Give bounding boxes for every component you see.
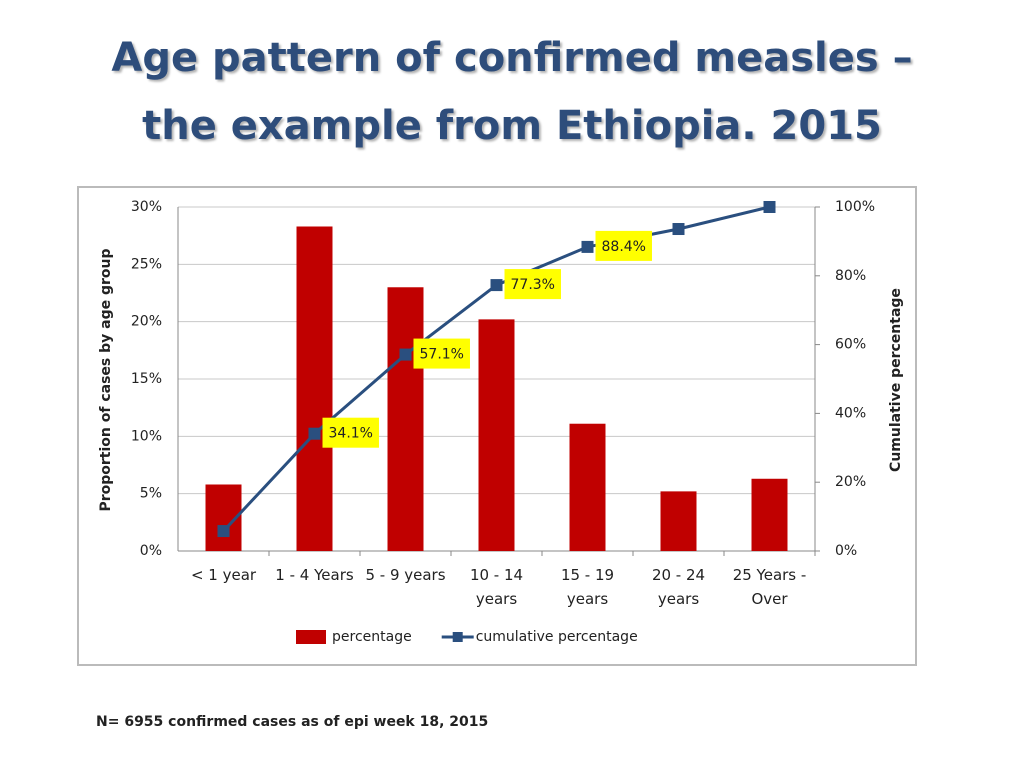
y2-tick-label: 0% bbox=[835, 543, 857, 559]
data-label: 57.1% bbox=[420, 347, 464, 363]
line-marker bbox=[763, 201, 776, 213]
line-marker bbox=[308, 427, 321, 440]
data-label-box bbox=[504, 269, 561, 300]
y-tick-label: 15% bbox=[131, 371, 162, 387]
line-marker bbox=[490, 279, 503, 292]
x-tick-label: 15 - 19 years bbox=[560, 566, 615, 608]
y2-tick-label: 80% bbox=[835, 268, 866, 284]
legend-label: percentage bbox=[332, 629, 412, 645]
x-tick-wrap: 5 - 9 years bbox=[365, 566, 446, 584]
legend-swatch bbox=[296, 630, 326, 644]
data-label-box bbox=[595, 230, 652, 261]
y2-tick-label: 100% bbox=[835, 199, 875, 215]
x-tick-wrap: < 1 year bbox=[190, 566, 257, 584]
x-tick-wrap: 10 - 14 years bbox=[469, 566, 524, 608]
line-marker bbox=[217, 525, 230, 538]
y-tick-label: 30% bbox=[131, 199, 162, 215]
bar bbox=[478, 319, 515, 551]
bar bbox=[660, 491, 697, 551]
y-tick-label: 5% bbox=[140, 486, 162, 502]
bar bbox=[387, 287, 424, 551]
bar bbox=[569, 423, 606, 551]
x-tick-label: 10 - 14 years bbox=[469, 566, 524, 608]
x-tick-wrap: 20 - 24 years bbox=[651, 566, 706, 608]
slide-title: the example from Ethiopia. 2015 bbox=[142, 103, 882, 149]
data-label: 88.4% bbox=[602, 239, 646, 255]
line-marker bbox=[399, 348, 412, 361]
y2-tick-label: 40% bbox=[835, 405, 866, 421]
y-tick-label: 20% bbox=[131, 314, 162, 330]
data-label-group: 34.1% bbox=[322, 417, 379, 448]
x-tick-label: 25 Years - Over bbox=[732, 566, 807, 608]
x-tick-wrap: 25 Years - Over bbox=[732, 566, 807, 608]
data-label-box bbox=[413, 338, 470, 369]
line-marker bbox=[672, 223, 685, 236]
legend-label: cumulative percentage bbox=[476, 629, 638, 645]
x-tick-label: < 1 year bbox=[190, 566, 257, 584]
data-label-group: 77.3% bbox=[504, 269, 561, 300]
y-axis-title: Proportion of cases by age group bbox=[98, 248, 114, 511]
y-tick-label: 25% bbox=[131, 256, 162, 272]
x-tick-wrap: 15 - 19 years bbox=[560, 566, 615, 608]
legend-swatch bbox=[452, 632, 463, 642]
bar bbox=[751, 478, 788, 551]
data-label-group: 88.4% bbox=[595, 230, 652, 261]
x-tick-label: 5 - 9 years bbox=[365, 566, 446, 584]
data-label-box bbox=[322, 417, 379, 448]
footnote: N= 6955 confirmed cases as of epi week 1… bbox=[96, 714, 488, 730]
slide-title: Age pattern of confirmed measles – bbox=[111, 35, 912, 81]
data-label: 34.1% bbox=[329, 426, 373, 442]
bar bbox=[296, 226, 333, 551]
data-label: 77.3% bbox=[511, 277, 555, 293]
y2-tick-label: 60% bbox=[835, 337, 866, 353]
y-tick-label: 10% bbox=[131, 428, 162, 444]
y2-axis-title: Cumulative percentage bbox=[888, 288, 904, 472]
data-label-group: 57.1% bbox=[413, 338, 470, 369]
x-tick-label: 1 - 4 Years bbox=[275, 566, 354, 584]
line-marker bbox=[581, 240, 594, 253]
y2-tick-label: 20% bbox=[835, 474, 866, 490]
x-tick-wrap: 1 - 4 Years bbox=[275, 566, 354, 584]
x-tick-label: 20 - 24 years bbox=[651, 566, 706, 608]
y-tick-label: 0% bbox=[140, 543, 162, 559]
